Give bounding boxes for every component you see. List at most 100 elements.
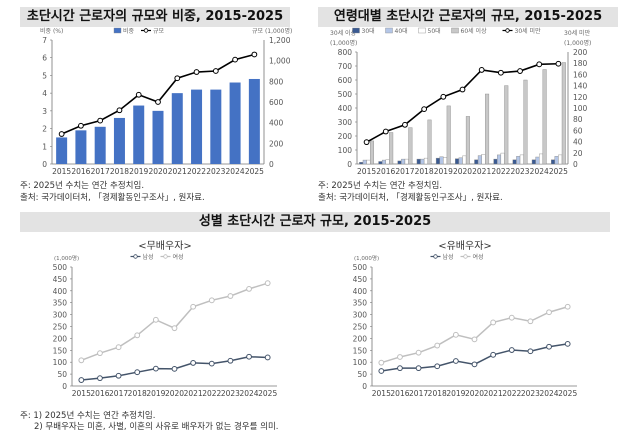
- bar-비중: [75, 130, 87, 164]
- y-tick-label: 150: [353, 346, 368, 355]
- x-tick-label: 2021: [168, 167, 187, 176]
- legend-label: 여성: [173, 253, 184, 261]
- point-30세 미만: [497, 69, 504, 76]
- bar-40대: [362, 159, 367, 165]
- point-규모: [193, 69, 200, 75]
- point-여성: [452, 331, 459, 338]
- x-tick-label: 2020: [165, 389, 184, 398]
- y2-tick-label: 80: [573, 115, 583, 124]
- point-남성: [490, 351, 497, 358]
- x-tick-label: 2020: [453, 167, 472, 176]
- y2-tick-label: 180: [573, 59, 588, 68]
- x-tick-label: 2019: [129, 167, 148, 176]
- bar-비중: [133, 105, 145, 164]
- bar-비중: [94, 126, 106, 164]
- point-남성: [78, 377, 85, 383]
- y-tick-label: 0: [42, 160, 47, 169]
- y-tick-label: 100: [353, 358, 368, 367]
- bar-비중: [56, 137, 68, 164]
- bar-40대: [439, 156, 444, 165]
- x-tick-label: 2023: [510, 167, 529, 176]
- point-남성: [471, 361, 478, 368]
- bar-40대: [477, 155, 482, 165]
- point-규모: [97, 117, 104, 124]
- y-tick-label: 300: [353, 311, 368, 320]
- y-tick-label: 300: [53, 311, 68, 320]
- y-tick-label: 1: [42, 142, 47, 151]
- x-tick-label: 2020: [465, 389, 484, 398]
- left-axis-unit: (1,000명): [330, 39, 357, 47]
- y2-tick-label: 200: [573, 48, 588, 57]
- bar-비중: [113, 117, 125, 164]
- bar-40대: [535, 156, 540, 165]
- point-30세 미만: [421, 106, 428, 113]
- point-30세 미만: [459, 86, 466, 93]
- x-tick-label: 2025: [558, 389, 577, 398]
- x-tick-label: 2021: [472, 167, 491, 176]
- bar-50대: [385, 159, 390, 165]
- legend-marker: [133, 254, 138, 259]
- x-tick-label: 2018: [110, 167, 129, 176]
- legend-label: 남성: [143, 253, 154, 261]
- point-규모: [116, 107, 123, 114]
- y-tick-label: 7: [42, 36, 47, 45]
- y-tick-label: 350: [353, 299, 368, 308]
- x-tick-label: 2016: [376, 167, 395, 176]
- bar-60세 이상: [465, 116, 470, 165]
- bar-50대: [558, 154, 563, 165]
- bar-비중: [229, 82, 241, 164]
- bar-50대: [443, 157, 448, 165]
- point-여성: [134, 332, 141, 339]
- legend-label: 규모: [153, 28, 165, 35]
- point-남성: [171, 365, 178, 372]
- point-규모: [251, 51, 258, 58]
- y-tick-label: 400: [353, 287, 368, 296]
- y-tick-label: 0: [362, 382, 367, 391]
- y2-tick-label: 120: [573, 93, 588, 102]
- bar-60세 이상: [408, 127, 413, 165]
- y-tick-label: 100: [338, 146, 353, 155]
- y-tick-label: 250: [353, 323, 368, 332]
- point-30세 미만: [555, 60, 562, 67]
- y2-tick-label: 60: [573, 126, 583, 135]
- point-30세 미만: [382, 128, 389, 135]
- point-여성: [378, 359, 385, 366]
- point-남성: [527, 348, 534, 355]
- bar-40대: [420, 158, 425, 165]
- bar-40대: [516, 156, 521, 165]
- x-tick-label: 2015: [52, 167, 71, 176]
- point-여성: [246, 285, 252, 292]
- legend-label: 남성: [443, 253, 454, 261]
- bar-비중: [248, 78, 260, 164]
- legend-label: 30세 미만: [515, 27, 542, 35]
- bar-60세 이상: [561, 62, 566, 165]
- point-규모: [232, 56, 238, 63]
- y-tick-label: 350: [53, 299, 68, 308]
- y-tick-label: 150: [53, 346, 68, 355]
- y2-tick-label: 600: [269, 98, 284, 107]
- bar-30대: [512, 159, 517, 165]
- point-여성: [115, 344, 122, 351]
- chart1-source: 출처: 국가데이터처, 「경제활동인구조사」, 원자료.: [20, 193, 205, 203]
- legend-label: 비중: [123, 27, 135, 35]
- bar-50대: [366, 159, 371, 165]
- bar-50대: [462, 155, 467, 165]
- bar-30대: [397, 160, 402, 165]
- point-30세 미만: [402, 121, 408, 128]
- x-tick-label: 2015: [357, 167, 376, 176]
- y-tick-label: 100: [53, 358, 68, 367]
- y2-tick-label: 800: [269, 77, 284, 86]
- y-tick-label: 450: [53, 275, 68, 284]
- y-tick-label: 200: [353, 334, 368, 343]
- y-tick-label: 50: [57, 370, 67, 379]
- bar-30대: [435, 157, 440, 165]
- x-tick-label: 2019: [146, 389, 165, 398]
- point-규모: [78, 122, 84, 129]
- bottom-note-1: 주: 1) 2025년 수치는 연간 추정치임.: [20, 411, 156, 421]
- point-여성: [264, 280, 271, 287]
- y-tick-label: 0: [62, 382, 67, 391]
- bar-30대: [455, 158, 460, 165]
- bar-50대: [539, 153, 544, 165]
- bar-60세 이상: [523, 79, 528, 165]
